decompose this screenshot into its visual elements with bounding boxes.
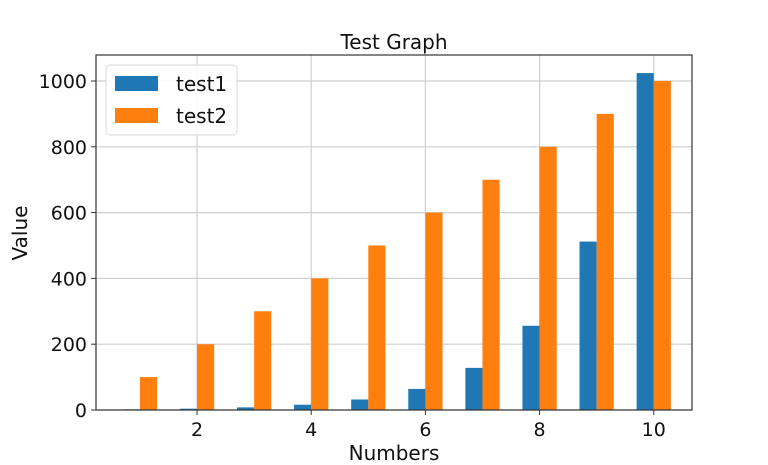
chart-title: Test Graph — [339, 30, 447, 54]
bar-test1 — [294, 404, 312, 410]
x-tick-label: 10 — [642, 419, 666, 441]
bar-test2 — [539, 146, 557, 410]
legend: test1 test2 — [105, 64, 238, 136]
legend-swatch-test2 — [115, 108, 158, 123]
legend-swatch-test1 — [115, 76, 158, 91]
y-tick-label: 600 — [51, 203, 87, 225]
y-tick-label: 0 — [75, 400, 87, 422]
bar-test1 — [465, 367, 483, 410]
y-tick-label: 400 — [51, 268, 87, 290]
x-tick-label: 2 — [191, 419, 203, 441]
y-axis-label: Value — [8, 206, 32, 261]
bar-test1 — [408, 388, 426, 410]
legend-label-test1: test1 — [176, 72, 227, 96]
bar-test2 — [139, 377, 158, 410]
x-axis-ticks: 2 4 6 8 10 — [191, 410, 666, 441]
bar-test2 — [596, 113, 614, 411]
x-axis-label: Numbers — [349, 441, 440, 461]
x-tick-label: 8 — [534, 419, 546, 441]
x-tick-label: 4 — [305, 419, 317, 441]
x-tick-label: 6 — [419, 419, 431, 441]
bar-test2 — [482, 179, 500, 410]
bars — [122, 73, 671, 411]
y-tick-label: 1000 — [39, 71, 87, 93]
bar-test1 — [179, 408, 198, 410]
y-axis-ticks: 0 200 400 600 800 1000 — [39, 71, 96, 422]
bar-test1 — [351, 399, 369, 410]
bar-test2 — [254, 311, 272, 410]
bar-test2 — [425, 212, 443, 410]
axes-frame — [95, 54, 693, 411]
bar-test2 — [197, 344, 215, 410]
bar-test1 — [579, 241, 597, 410]
bar-test2 — [311, 278, 329, 410]
bar-test1 — [522, 325, 540, 410]
bar-test2 — [653, 80, 671, 410]
y-tick-label: 200 — [51, 334, 87, 356]
bar-test2 — [368, 245, 386, 410]
bar-test1 — [237, 407, 255, 410]
bar-test1 — [636, 73, 654, 410]
legend-label-test2: test2 — [176, 104, 227, 128]
y-tick-label: 800 — [51, 137, 87, 159]
